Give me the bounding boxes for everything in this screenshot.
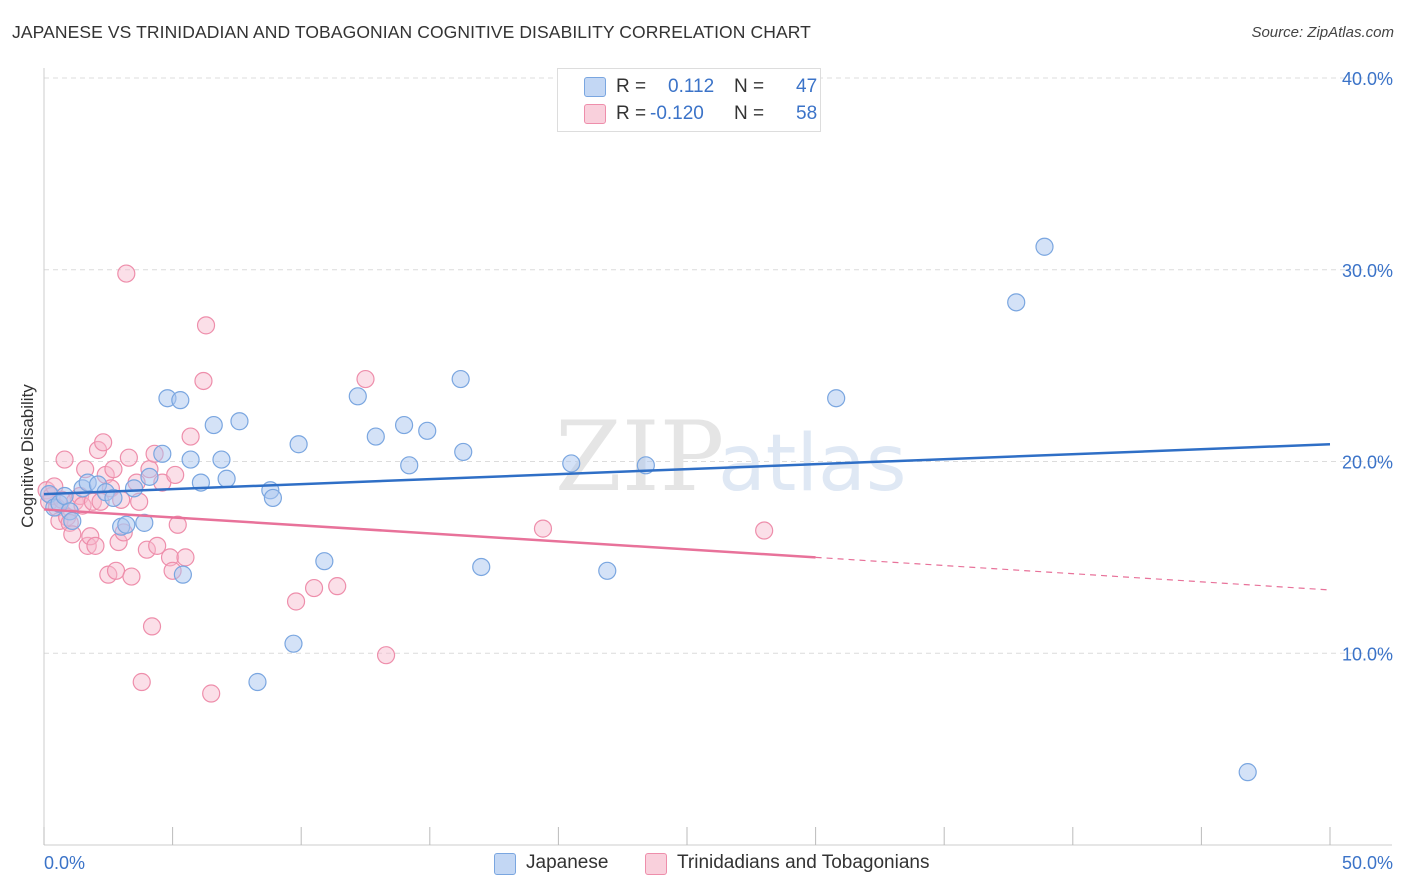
data-point-japanese bbox=[263, 488, 283, 508]
data-point-trinidadian bbox=[55, 450, 74, 469]
trend-line-trinidadian bbox=[43, 508, 816, 559]
data-point-japanese bbox=[181, 450, 200, 469]
data-point-trinidadian bbox=[196, 316, 216, 335]
legend-r-value: -0.120 bbox=[650, 103, 704, 124]
series-japanese-points bbox=[40, 237, 1257, 782]
data-point-trinidadian bbox=[286, 592, 306, 611]
legend-swatch-trinidadian bbox=[645, 853, 667, 875]
data-point-japanese bbox=[472, 557, 491, 577]
data-point-japanese bbox=[153, 444, 172, 463]
data-point-trinidadian bbox=[94, 433, 113, 452]
data-point-trinidadian bbox=[148, 536, 167, 555]
data-point-trinidadian bbox=[328, 577, 347, 596]
data-point-japanese bbox=[315, 552, 334, 571]
y-tick-label: 20.0% bbox=[1342, 453, 1393, 473]
watermark: ZIP atlas bbox=[555, 401, 907, 513]
data-point-trinidadian bbox=[194, 371, 213, 391]
y-tick-label: 30.0% bbox=[1342, 261, 1393, 281]
data-point-trinidadian bbox=[104, 460, 123, 479]
data-point-japanese bbox=[348, 387, 367, 406]
data-point-trinidadian bbox=[119, 448, 138, 467]
grid-lines bbox=[44, 77, 1392, 654]
x-tick-label: 50.0% bbox=[1342, 853, 1393, 873]
chart-title: JAPANESE VS TRINIDADIAN AND TOBAGONIAN C… bbox=[12, 22, 811, 42]
data-point-japanese bbox=[366, 427, 385, 446]
x-tick-labels: 0.0% 50.0% bbox=[44, 853, 1393, 873]
data-point-japanese bbox=[418, 421, 437, 440]
data-point-japanese bbox=[140, 467, 159, 486]
data-point-trinidadian bbox=[137, 540, 156, 559]
data-point-japanese bbox=[400, 456, 419, 475]
data-point-japanese bbox=[1238, 763, 1257, 782]
axes bbox=[43, 68, 1392, 846]
data-point-trinidadian bbox=[166, 465, 185, 485]
data-point-trinidadian bbox=[81, 527, 100, 546]
data-point-japanese bbox=[117, 515, 136, 534]
data-point-trinidadian bbox=[142, 617, 162, 636]
data-point-trinidadian bbox=[356, 369, 375, 389]
data-point-japanese bbox=[284, 634, 303, 653]
data-point-trinidadian bbox=[132, 672, 151, 692]
legend-swatch-japanese bbox=[494, 853, 516, 875]
legend-swatch-trinidadian bbox=[584, 104, 606, 124]
data-point-japanese bbox=[204, 415, 223, 435]
data-point-japanese bbox=[248, 672, 267, 692]
data-point-japanese bbox=[230, 412, 249, 431]
data-point-japanese bbox=[173, 565, 192, 584]
legend-r-label: R = bbox=[616, 76, 647, 97]
data-point-japanese bbox=[1035, 237, 1054, 256]
source-label: Source: ZipAtlas.com bbox=[1251, 24, 1394, 41]
data-point-trinidadian bbox=[202, 684, 221, 703]
legend-n-value: 47 bbox=[796, 76, 818, 97]
y-tick-label: 40.0% bbox=[1342, 69, 1393, 89]
y-tick-labels: 10.0% 20.0% 30.0% 40.0% bbox=[1342, 69, 1393, 664]
legend-swatch-japanese bbox=[584, 77, 606, 97]
trend-line-japanese bbox=[43, 442, 1331, 496]
data-point-japanese bbox=[598, 561, 617, 580]
data-point-japanese bbox=[562, 454, 581, 473]
data-point-japanese bbox=[451, 369, 470, 389]
data-point-japanese bbox=[104, 488, 123, 508]
data-point-japanese bbox=[827, 389, 846, 408]
data-point-japanese bbox=[135, 513, 154, 532]
data-point-japanese bbox=[454, 442, 473, 462]
data-point-japanese bbox=[394, 415, 414, 435]
data-point-trinidadian bbox=[106, 561, 126, 580]
data-point-trinidadian bbox=[122, 567, 141, 586]
data-point-japanese bbox=[124, 479, 144, 498]
legend-r-label: R = bbox=[616, 103, 647, 124]
data-point-trinidadian bbox=[160, 548, 180, 567]
correlation-legend: R = 0.112 N = 47 R = -0.120 N = 58 bbox=[557, 68, 821, 132]
data-point-japanese bbox=[217, 469, 236, 488]
trend-lines bbox=[43, 442, 1331, 591]
data-point-japanese bbox=[289, 435, 308, 454]
legend-n-label: N = bbox=[734, 76, 765, 97]
data-point-trinidadian bbox=[117, 264, 136, 283]
data-point-trinidadian bbox=[86, 536, 105, 555]
data-point-japanese bbox=[63, 511, 82, 531]
watermark-zip: ZIP bbox=[555, 401, 724, 513]
data-point-trinidadian bbox=[533, 519, 553, 538]
data-point-japanese bbox=[212, 450, 231, 469]
data-point-trinidadian bbox=[181, 427, 200, 446]
data-point-trinidadian bbox=[168, 515, 187, 534]
legend-n-value: 58 bbox=[796, 103, 818, 124]
data-point-trinidadian bbox=[376, 646, 396, 665]
legend-label-trinidadian: Trinidadians and Tobagonians bbox=[677, 852, 930, 873]
legend-r-value: 0.112 bbox=[668, 76, 715, 97]
x-tick-label: 0.0% bbox=[44, 853, 85, 873]
data-point-trinidadian bbox=[304, 578, 324, 598]
data-point-japanese bbox=[171, 391, 190, 410]
data-point-japanese bbox=[1007, 293, 1026, 312]
y-tick-label: 10.0% bbox=[1342, 644, 1393, 664]
data-point-trinidadian bbox=[755, 521, 774, 540]
legend-n-label: N = bbox=[734, 103, 765, 124]
trend-line-trinidadian-extrapolated bbox=[815, 556, 1331, 591]
data-point-japanese bbox=[55, 486, 74, 506]
legend-label-japanese: Japanese bbox=[526, 852, 609, 873]
data-point-trinidadian bbox=[176, 548, 195, 567]
